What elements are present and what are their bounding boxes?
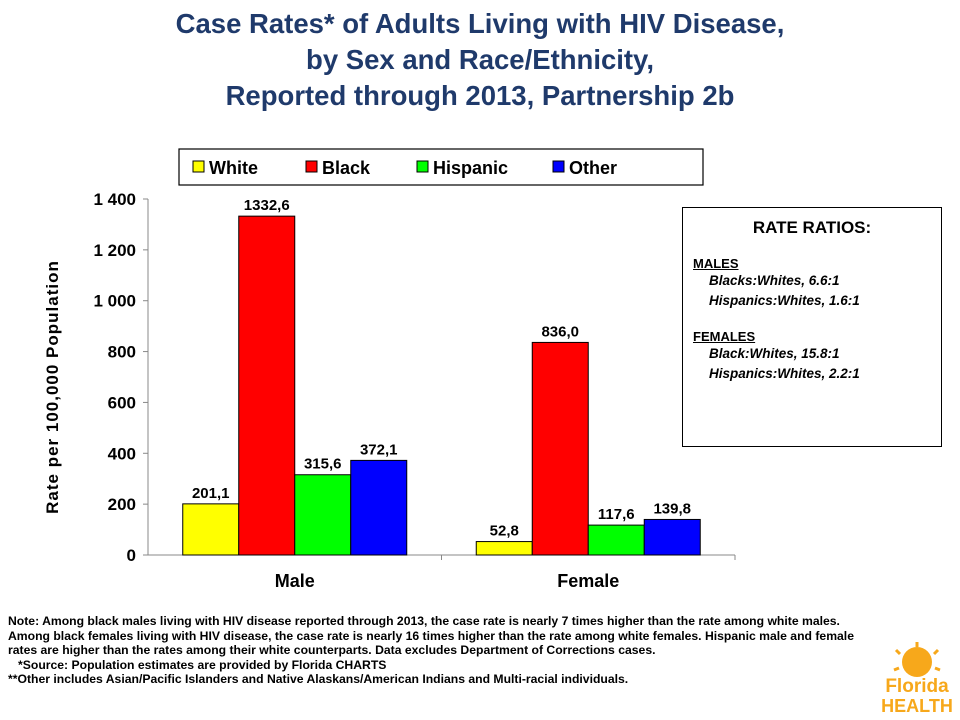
data-label: 372,1 (360, 441, 398, 458)
y-tick-label: 200 (108, 495, 136, 514)
males-label: MALES (693, 256, 739, 271)
male-ratio-hispanic: Hispanics:Whites, 1.6:1 (709, 293, 860, 308)
title-line-1: Case Rates* of Adults Living with HIV Di… (175, 8, 785, 39)
rate-ratios-box: RATE RATIOS: MALES Blacks:Whites, 6.6:1 … (682, 207, 942, 447)
logo-word-florida: Florida (885, 676, 949, 697)
legend-label-hispanic: Hispanic (433, 158, 508, 178)
y-tick-label: 1 000 (93, 292, 136, 311)
male-ratio-black: Blacks:Whites, 6.6:1 (709, 273, 840, 288)
data-label: 1332,6 (244, 197, 290, 214)
note-other: **Other includes Asian/Pacific Islanders… (8, 672, 629, 687)
legend-swatch-black (305, 160, 318, 173)
legend-swatch-hispanic (416, 160, 429, 173)
data-label: 52,8 (490, 523, 519, 540)
title-line-2: by Sex and Race/Ethnicity, (306, 44, 654, 75)
florida-health-logo: Florida HEALTH (881, 642, 953, 716)
y-tick-label: 1 200 (93, 241, 136, 260)
bar-other (643, 518, 701, 556)
female-ratio-hispanic: Hispanics:Whites, 2.2:1 (709, 366, 860, 381)
data-label: 117,6 (598, 506, 635, 523)
y-tick-label: 1 400 (93, 190, 136, 209)
legend-label-white: White (209, 158, 258, 178)
bar-black (238, 215, 296, 556)
note-main: Note: Among black males living with HIV … (8, 614, 854, 658)
bar-other (350, 459, 408, 556)
bar-hispanic (294, 474, 352, 556)
title-line-3: Reported through 2013, Partnership 2b (225, 80, 735, 111)
legend-swatch-other (552, 160, 565, 173)
bar-white (475, 541, 533, 556)
legend-label-other: Other (569, 158, 617, 178)
bar-chart: 0 200 400 600 800 1 000 1 200 1 400 Rate per 100… (43, 148, 736, 591)
data-label: 139,8 (653, 500, 691, 517)
rate-ratios-heading: RATE RATIOS: (752, 218, 872, 237)
logo-word-health: HEALTH (881, 696, 953, 716)
females-label: FEMALES (693, 329, 756, 344)
legend-box (178, 148, 704, 186)
bar-hispanic (587, 524, 645, 556)
y-tick-label: 800 (108, 343, 136, 362)
x-category-label: Male (275, 571, 315, 591)
y-tick-label: 0 (127, 546, 136, 565)
bar-white (182, 503, 240, 556)
y-axis-title: Rate per 100,000 Population (43, 260, 62, 514)
chart-title: Case Rates* of Adults Living with HIV Di… (0, 6, 960, 114)
legend-label-black: Black (322, 158, 371, 178)
data-label: 201,1 (192, 485, 230, 502)
footnotes: Note: Among black males living with HIV … (8, 614, 876, 687)
y-tick-label: 600 (108, 393, 136, 412)
legend-swatch-white (192, 160, 205, 173)
bar-black (531, 341, 589, 556)
data-label: 315,6 (304, 456, 342, 473)
data-label: 836,0 (541, 323, 579, 340)
female-ratio-black: Black:Whites, 15.8:1 (709, 346, 840, 361)
x-category-label: Female (557, 571, 619, 591)
y-tick-label: 400 (108, 444, 136, 463)
note-source: *Source: Population estimates are provid… (18, 657, 387, 672)
